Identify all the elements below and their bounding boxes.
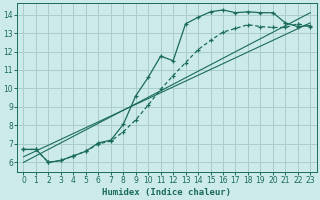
X-axis label: Humidex (Indice chaleur): Humidex (Indice chaleur): [102, 188, 231, 197]
